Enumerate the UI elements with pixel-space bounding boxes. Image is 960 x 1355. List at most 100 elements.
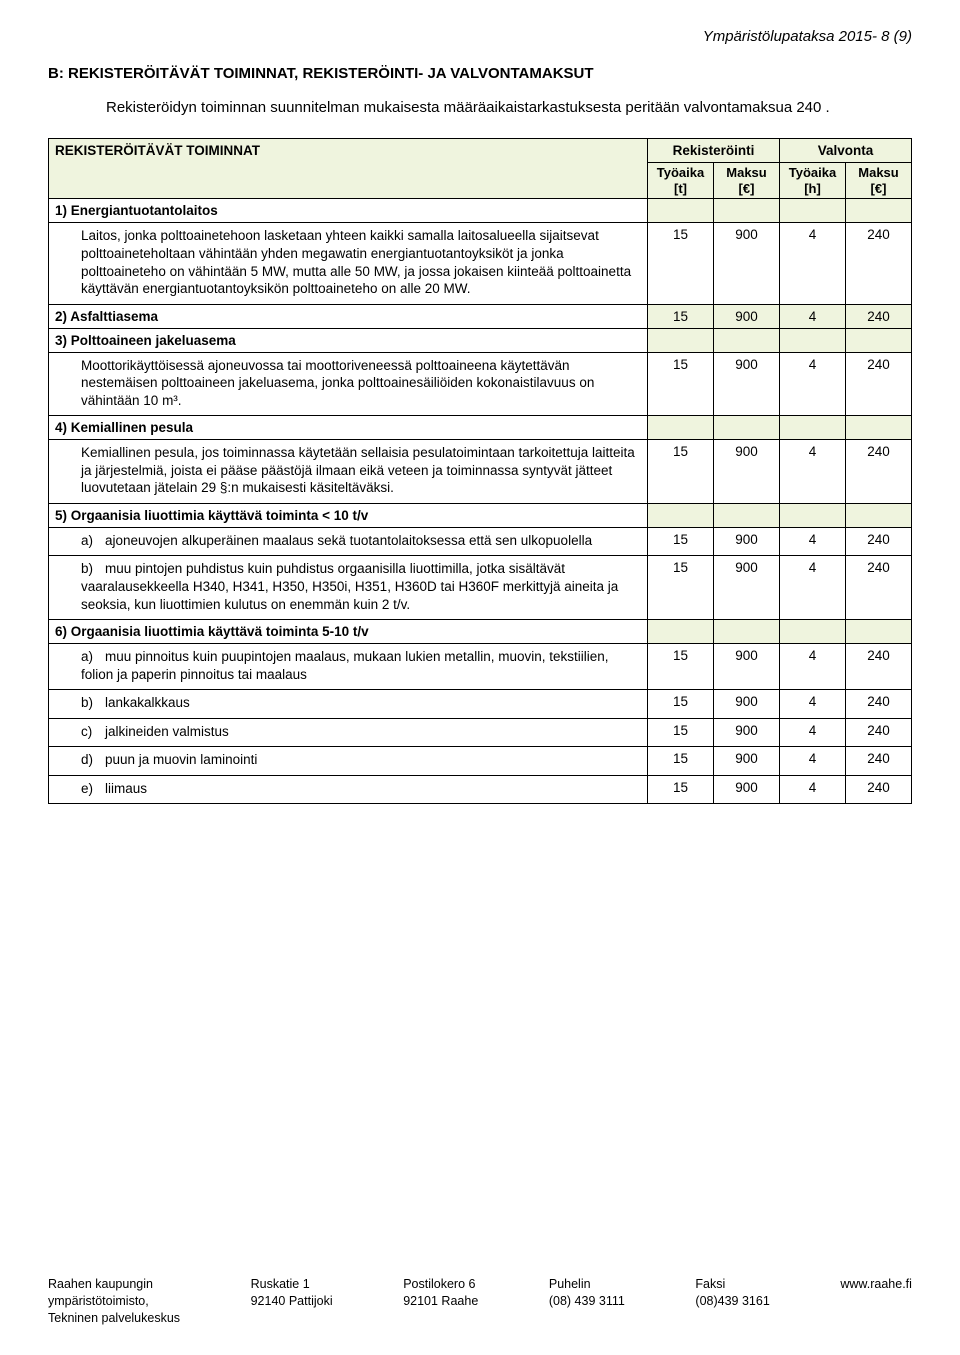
cell-value: 900 [714,223,780,304]
cell-value: 4 [780,223,846,304]
row-5b-desc: b)muu pintojen puhdistus kuin puhdistus … [49,556,648,620]
row-6e-desc: e)liimaus [49,775,648,804]
row-2: 2) Asfalttiasema 15 900 4 240 [49,304,912,328]
row-5-title: 5) Orgaanisia liuottimia käyttävä toimin… [49,503,648,527]
col-activities: REKISTERÖITÄVÄT TOIMINNAT [49,139,648,199]
cell-value: 240 [846,223,912,304]
footer-text: Postilokero 6 [403,1276,478,1293]
row-6b: b)lankakalkkaus 15 900 4 240 [49,690,912,719]
cell-value: 15 [648,718,714,747]
col-group-registration: Rekisteröinti [648,139,780,163]
footer-col-2: Ruskatie 1 92140 Pattijoki [251,1276,333,1327]
footer-link: www.raahe.fi [840,1276,912,1293]
footer-col-1: Raahen kaupungin ympäristötoimisto, Tekn… [48,1276,180,1327]
footer-text: (08)439 3161 [695,1293,769,1310]
footer-text: (08) 439 3111 [549,1293,625,1310]
cell-value: 240 [846,304,912,328]
cell-value: 4 [780,718,846,747]
cell-value: 900 [714,775,780,804]
row-3-title: 3) Polttoaineen jakeluasema [49,328,648,352]
section-title: B: REKISTERÖITÄVÄT TOIMINNAT, REKISTERÖI… [48,65,912,82]
cell-value: 240 [846,718,912,747]
row-4-title: 4) Kemiallinen pesula [49,416,648,440]
row-1-header: 1) Energiantuotantolaitos [49,199,912,223]
footer-text: ympäristötoimisto, [48,1293,180,1310]
row-2-title: 2) Asfalttiasema [49,304,648,328]
cell-value: 900 [714,556,780,620]
row-6a: a)muu pinnoitus kuin puupintojen maalaus… [49,644,912,690]
cell-value: 240 [846,527,912,556]
cell-value: 15 [648,747,714,776]
page-header: Ympäristölupataksa 2015- 8 (9) [48,28,912,45]
cell-value: 900 [714,304,780,328]
cell-value: 15 [648,690,714,719]
cell-value: 4 [780,747,846,776]
cell-value: 4 [780,304,846,328]
row-6d-desc: d)puun ja muovin laminointi [49,747,648,776]
cell-value: 900 [714,644,780,690]
page: Ympäristölupataksa 2015- 8 (9) B: REKIST… [0,0,960,1355]
footer-col-6: www.raahe.fi [840,1276,912,1327]
footer-text: Tekninen palvelukeskus [48,1310,180,1327]
row-1-desc: Laitos, jonka polttoainetehoon lasketaan… [49,223,648,304]
col-reg-time: Työaika[t] [648,163,714,199]
row-1-body: Laitos, jonka polttoainetehoon lasketaan… [49,223,912,304]
row-3-body: Moottorikäyttöisessä ajoneuvossa tai moo… [49,352,912,416]
footer-text: 92101 Raahe [403,1293,478,1310]
row-4-desc: Kemiallinen pesula, jos toiminnassa käyt… [49,440,648,504]
cell-value: 240 [846,775,912,804]
row-5b: b)muu pintojen puhdistus kuin puhdistus … [49,556,912,620]
col-sup-fee: Maksu[€] [846,163,912,199]
cell-value: 240 [846,556,912,620]
page-footer: Raahen kaupungin ympäristötoimisto, Tekn… [48,1276,912,1327]
footer-text: 92140 Pattijoki [251,1293,333,1310]
col-sup-time: Työaika[h] [780,163,846,199]
row-6-header: 6) Orgaanisia liuottimia käyttävä toimin… [49,620,912,644]
col-group-supervision: Valvonta [780,139,912,163]
row-6c: c)jalkineiden valmistus 15 900 4 240 [49,718,912,747]
cell-value: 4 [780,690,846,719]
cell-value: 15 [648,527,714,556]
footer-col-5: Faksi (08)439 3161 [695,1276,769,1327]
cell-value: 15 [648,440,714,504]
cell-value: 15 [648,644,714,690]
footer-col-4: Puhelin (08) 439 3111 [549,1276,625,1327]
cell-value: 240 [846,440,912,504]
row-5a-desc: a)ajoneuvojen alkuperäinen maalaus sekä … [49,527,648,556]
cell-value: 900 [714,440,780,504]
row-4-body: Kemiallinen pesula, jos toiminnassa käyt… [49,440,912,504]
fee-table: REKISTERÖITÄVÄT TOIMINNAT Rekisteröinti … [48,138,912,804]
row-1-title: 1) Energiantuotantolaitos [49,199,648,223]
row-6-title: 6) Orgaanisia liuottimia käyttävä toimin… [49,620,648,644]
cell-value: 900 [714,690,780,719]
row-4-header: 4) Kemiallinen pesula [49,416,912,440]
cell-value: 15 [648,556,714,620]
footer-col-3: Postilokero 6 92101 Raahe [403,1276,478,1327]
row-5a: a)ajoneuvojen alkuperäinen maalaus sekä … [49,527,912,556]
cell-value: 240 [846,690,912,719]
footer-text: Faksi [695,1276,769,1293]
footer-text: Raahen kaupungin [48,1276,180,1293]
row-5-header: 5) Orgaanisia liuottimia käyttävä toimin… [49,503,912,527]
cell-value: 900 [714,527,780,556]
row-3-desc: Moottorikäyttöisessä ajoneuvossa tai moo… [49,352,648,416]
row-3-header: 3) Polttoaineen jakeluasema [49,328,912,352]
cell-value: 900 [714,352,780,416]
cell-value: 4 [780,352,846,416]
cell-value: 15 [648,304,714,328]
cell-value: 900 [714,747,780,776]
cell-value: 900 [714,718,780,747]
cell-value: 240 [846,644,912,690]
row-6e: e)liimaus 15 900 4 240 [49,775,912,804]
cell-value: 15 [648,352,714,416]
col-reg-fee: Maksu[€] [714,163,780,199]
intro-paragraph: Rekisteröidyn toiminnan suunnitelman muk… [106,98,912,118]
row-6c-desc: c)jalkineiden valmistus [49,718,648,747]
cell-value: 4 [780,527,846,556]
cell-value: 4 [780,440,846,504]
cell-value: 4 [780,644,846,690]
cell-value: 240 [846,352,912,416]
cell-value: 15 [648,223,714,304]
row-6a-desc: a)muu pinnoitus kuin puupintojen maalaus… [49,644,648,690]
cell-value: 15 [648,775,714,804]
